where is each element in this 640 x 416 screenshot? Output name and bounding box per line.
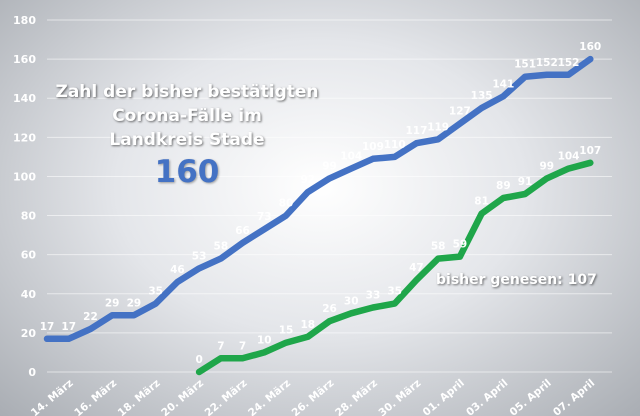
data-label: 160 xyxy=(579,41,601,53)
x-tick-label: 28. März xyxy=(333,377,380,416)
y-tick-label: 160 xyxy=(13,53,36,66)
data-label: 107 xyxy=(579,145,601,157)
x-tick-label: 22. März xyxy=(203,377,250,416)
x-tick-label: 30. März xyxy=(376,377,423,416)
data-label: 53 xyxy=(192,250,207,262)
data-label: 47 xyxy=(409,262,424,274)
y-tick-label: 40 xyxy=(21,288,37,301)
data-label: 109 xyxy=(362,141,384,153)
recovered-annotation: bisher genesen: 107 xyxy=(436,272,597,288)
data-label: 15 xyxy=(279,325,294,337)
data-label: 152 xyxy=(558,57,580,69)
data-label: 91 xyxy=(518,176,533,188)
x-tick-label: 14. März xyxy=(29,377,76,416)
x-tick-label: 20. März xyxy=(159,377,206,416)
data-label: 127 xyxy=(449,106,471,118)
data-label: 29 xyxy=(105,297,120,309)
x-tick-label: 16. März xyxy=(72,377,119,416)
series-line-1 xyxy=(43,55,594,343)
data-label: 119 xyxy=(427,121,449,133)
data-label: 66 xyxy=(235,225,250,237)
x-tick-label: 18. März xyxy=(116,377,163,416)
data-label: 7 xyxy=(217,340,224,352)
data-label: 151 xyxy=(514,59,536,71)
data-label: 141 xyxy=(492,78,514,90)
data-label: 99 xyxy=(539,160,554,172)
y-tick-label: 100 xyxy=(13,170,36,183)
y-tick-label: 0 xyxy=(28,366,36,379)
x-tick-label: 01. April xyxy=(421,377,467,416)
data-label: 117 xyxy=(405,125,427,137)
data-label: 81 xyxy=(474,196,489,208)
x-tick-label: 26. März xyxy=(290,377,337,416)
data-label: 29 xyxy=(127,297,142,309)
data-label: 80 xyxy=(279,198,294,210)
x-tick-label: 03. April xyxy=(464,377,510,416)
data-label: 152 xyxy=(536,57,558,69)
data-label: 58 xyxy=(214,241,229,253)
data-label: 59 xyxy=(453,239,468,251)
data-label: 104 xyxy=(340,151,362,163)
data-label: 17 xyxy=(40,321,55,333)
data-label: 17 xyxy=(61,321,76,333)
series-line-2 xyxy=(195,159,594,376)
data-label: 89 xyxy=(496,180,511,192)
data-label: 46 xyxy=(170,264,185,276)
y-tick-label: 120 xyxy=(13,131,36,144)
chart-title: Zahl der bisher bestätigten Corona-Fälle… xyxy=(52,80,322,152)
data-label: 110 xyxy=(384,139,406,151)
data-label: 99 xyxy=(322,160,337,172)
y-tick-label: 140 xyxy=(13,92,36,105)
x-tick-label: 05. April xyxy=(508,377,554,416)
y-tick-label: 20 xyxy=(21,327,37,340)
x-tick-label: 07. April xyxy=(551,377,597,416)
data-label: 30 xyxy=(344,295,359,307)
total-cases-value: 160 xyxy=(154,154,220,190)
data-label: 10 xyxy=(257,334,272,346)
data-label: 33 xyxy=(366,289,381,301)
y-tick-label: 180 xyxy=(13,14,36,27)
data-label: 92 xyxy=(300,174,315,186)
data-label: 22 xyxy=(83,311,98,323)
data-label: 104 xyxy=(558,151,580,163)
data-label: 26 xyxy=(322,303,337,315)
data-label: 35 xyxy=(148,286,163,298)
data-label: 35 xyxy=(387,286,402,298)
data-label: 18 xyxy=(300,319,315,331)
title-line-3: Landkreis Stade xyxy=(109,130,265,150)
data-label: 58 xyxy=(431,241,446,253)
data-label: 0 xyxy=(195,354,202,366)
y-tick-label: 60 xyxy=(21,249,37,262)
title-line-1: Zahl der bisher bestätigten xyxy=(55,82,319,102)
title-line-2: Corona-Fälle im xyxy=(112,106,262,126)
data-label: 73 xyxy=(257,211,272,223)
data-label: 135 xyxy=(471,90,493,102)
y-tick-label: 80 xyxy=(21,210,37,223)
x-tick-label: 24. März xyxy=(246,377,293,416)
data-label: 7 xyxy=(239,340,246,352)
